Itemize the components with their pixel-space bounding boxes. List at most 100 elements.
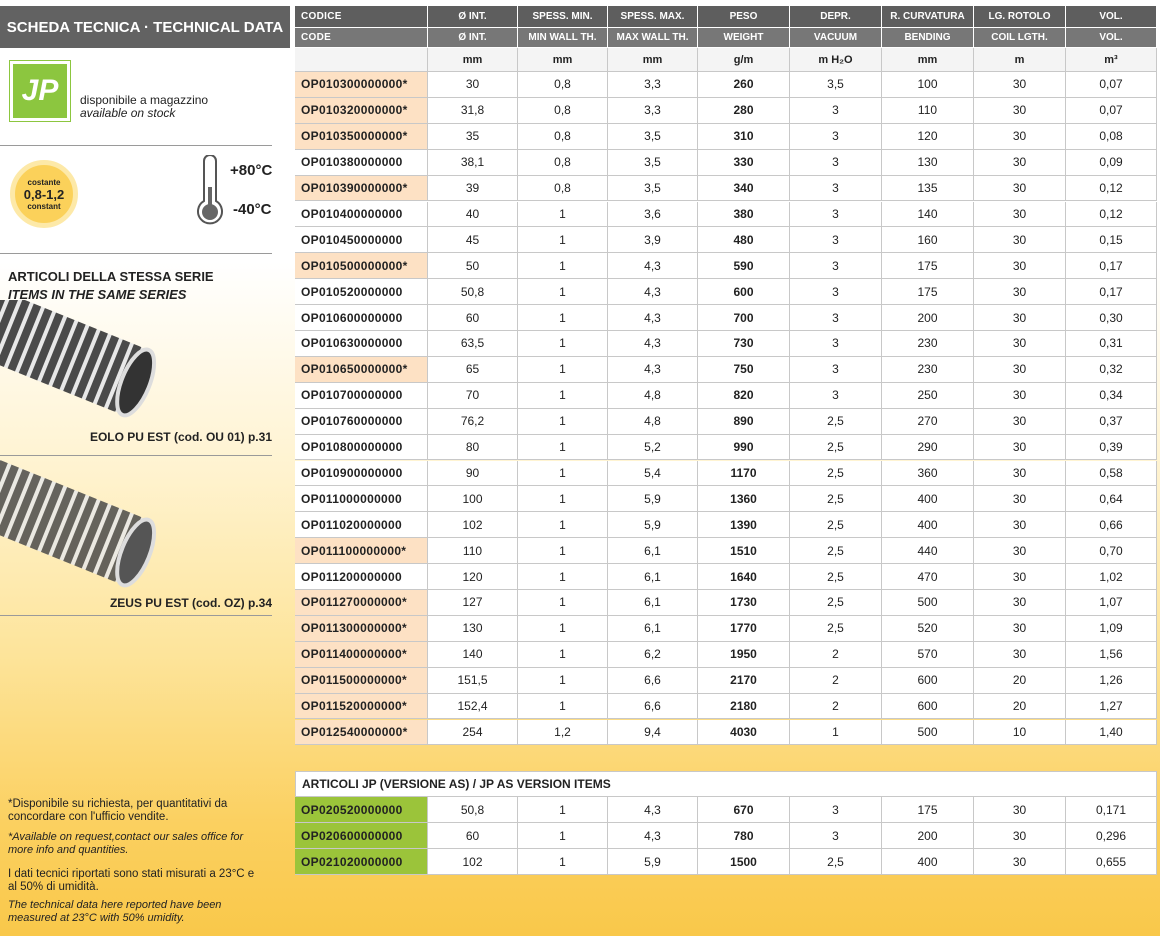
data-cell: 1 bbox=[518, 305, 608, 331]
related-caption: EOLO PU EST (cod. OU 01) p.31 bbox=[89, 430, 272, 444]
data-cell: 0,37 bbox=[1066, 408, 1157, 435]
data-cell: 0,58 bbox=[1066, 460, 1157, 487]
data-cell: 30 bbox=[974, 72, 1066, 98]
data-cell: 0,70 bbox=[1066, 538, 1157, 565]
data-cell: 120 bbox=[882, 123, 974, 150]
data-cell: 1,07 bbox=[1066, 590, 1157, 616]
unit-cell: m³ bbox=[1066, 48, 1157, 72]
data-cell: 1 bbox=[518, 590, 608, 616]
as-title: ARTICOLI JP (VERSIONE AS) / JP AS VERSIO… bbox=[295, 771, 1157, 797]
data-cell: 0,07 bbox=[1066, 97, 1157, 124]
data-cell: 90 bbox=[428, 460, 518, 487]
data-cell: 30 bbox=[974, 408, 1066, 435]
data-cell: 60 bbox=[428, 823, 518, 849]
data-cell: 400 bbox=[882, 849, 974, 875]
data-cell: 400 bbox=[882, 512, 974, 539]
note: The technical data here reported have be… bbox=[8, 899, 222, 924]
data-cell: 1390 bbox=[698, 512, 790, 539]
data-cell: 102 bbox=[428, 512, 518, 539]
data-cell: 1,40 bbox=[1066, 719, 1157, 746]
code-cell: OP010650000000* bbox=[295, 356, 428, 383]
data-cell: 6,1 bbox=[608, 615, 698, 642]
badge-top: costante bbox=[27, 177, 61, 187]
data-cell: 1770 bbox=[698, 615, 790, 642]
data-cell: 160 bbox=[882, 227, 974, 254]
data-cell: 30 bbox=[974, 615, 1066, 642]
data-cell: 2170 bbox=[698, 667, 790, 694]
data-cell: 20 bbox=[974, 693, 1066, 720]
data-cell: 4,3 bbox=[608, 279, 698, 306]
data-cell: 0,12 bbox=[1066, 201, 1157, 228]
data-cell: 3,5 bbox=[608, 149, 698, 176]
code-cell: OP010320000000* bbox=[295, 97, 428, 124]
data-cell: 340 bbox=[698, 175, 790, 202]
data-cell: 30 bbox=[974, 356, 1066, 383]
data-cell: 0,08 bbox=[1066, 123, 1157, 150]
divider bbox=[0, 615, 272, 616]
temp-min: -40°C bbox=[233, 201, 272, 218]
data-cell: 600 bbox=[882, 693, 974, 720]
data-cell: 175 bbox=[882, 797, 974, 823]
data-cell: 50,8 bbox=[428, 279, 518, 306]
data-cell: 1 bbox=[518, 512, 608, 539]
series-it: ARTICOLI DELLA STESSA SERIE bbox=[8, 269, 214, 284]
header-cell: VOL. bbox=[1066, 6, 1157, 28]
data-cell: 50 bbox=[428, 253, 518, 280]
data-cell: 3 bbox=[790, 279, 882, 306]
data-cell: 1,2 bbox=[518, 719, 608, 746]
code-cell: OP020520000000 bbox=[295, 797, 428, 823]
data-cell: 200 bbox=[882, 823, 974, 849]
code-cell: OP011500000000* bbox=[295, 667, 428, 694]
data-cell: 6,2 bbox=[608, 641, 698, 668]
data-cell: 1,27 bbox=[1066, 693, 1157, 720]
data-cell: 3 bbox=[790, 227, 882, 254]
data-cell: 3 bbox=[790, 823, 882, 849]
header-cell: LG. ROTOLO bbox=[974, 6, 1066, 28]
data-cell: 5,9 bbox=[608, 849, 698, 875]
data-cell: 0,64 bbox=[1066, 486, 1157, 513]
data-cell: 280 bbox=[698, 97, 790, 124]
data-cell: 360 bbox=[882, 460, 974, 487]
code-cell: OP010630000000 bbox=[295, 331, 428, 357]
data-cell: 3 bbox=[790, 797, 882, 823]
data-cell: 2,5 bbox=[790, 590, 882, 616]
data-cell: 30 bbox=[974, 227, 1066, 254]
data-cell: 480 bbox=[698, 227, 790, 254]
data-cell: 590 bbox=[698, 253, 790, 280]
data-cell: 80 bbox=[428, 434, 518, 461]
data-cell: 2,5 bbox=[790, 512, 882, 539]
code-cell: OP011020000000 bbox=[295, 512, 428, 539]
data-cell: 4,3 bbox=[608, 305, 698, 331]
data-cell: 780 bbox=[698, 823, 790, 849]
data-cell: 270 bbox=[882, 408, 974, 435]
data-cell: 3 bbox=[790, 331, 882, 357]
data-cell: 260 bbox=[698, 72, 790, 98]
note: *Available on request,contact our sales … bbox=[8, 831, 244, 856]
note: I dati tecnici riportati sono stati misu… bbox=[8, 868, 255, 893]
data-cell: 2 bbox=[790, 667, 882, 694]
data-cell: 5,2 bbox=[608, 434, 698, 461]
data-cell: 380 bbox=[698, 201, 790, 228]
data-cell: 0,17 bbox=[1066, 279, 1157, 306]
data-cell: 570 bbox=[882, 641, 974, 668]
data-cell: 175 bbox=[882, 253, 974, 280]
data-cell: 3,5 bbox=[790, 72, 882, 98]
divider bbox=[0, 253, 272, 254]
data-cell: 3 bbox=[790, 97, 882, 124]
data-cell: 670 bbox=[698, 797, 790, 823]
header-cell: R. CURVATURA bbox=[882, 6, 974, 28]
data-cell: 30 bbox=[428, 72, 518, 98]
data-cell: 0,17 bbox=[1066, 253, 1157, 280]
data-cell: 400 bbox=[882, 486, 974, 513]
code-cell: OP011300000000* bbox=[295, 615, 428, 642]
stock-en: available on stock bbox=[80, 106, 176, 120]
data-cell: 1,09 bbox=[1066, 615, 1157, 642]
header-cell: PESO bbox=[698, 6, 790, 28]
header-cell: MAX WALL TH. bbox=[608, 28, 698, 48]
data-cell: 1 bbox=[518, 823, 608, 849]
data-cell: 127 bbox=[428, 590, 518, 616]
data-cell: 50,8 bbox=[428, 797, 518, 823]
code-cell: OP010380000000 bbox=[295, 149, 428, 176]
code-cell: OP010700000000 bbox=[295, 382, 428, 409]
